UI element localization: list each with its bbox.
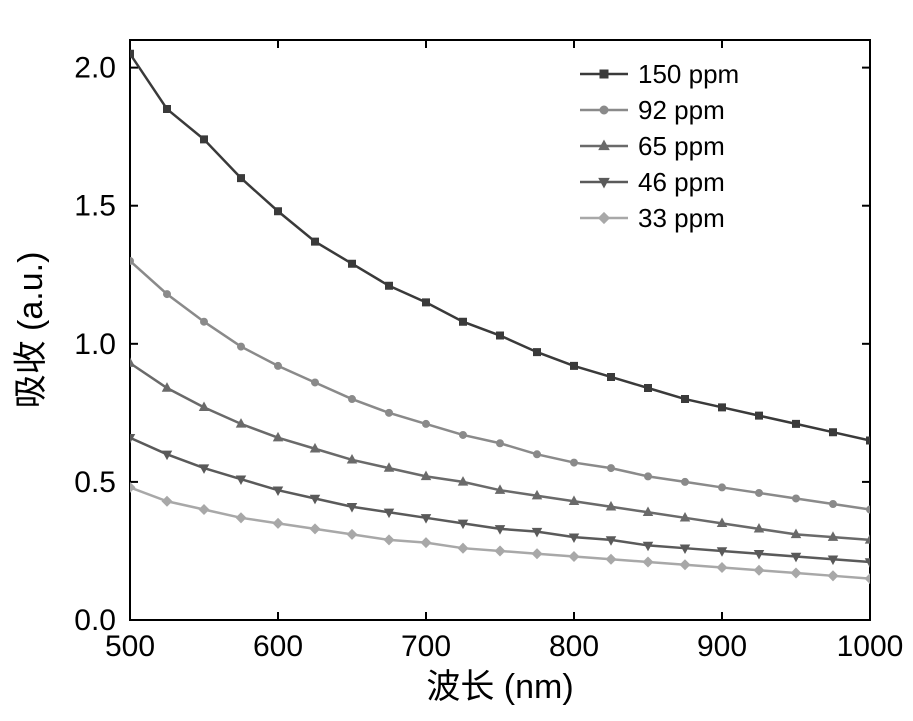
chart-svg: 50060070080090010000.00.51.01.52.0波长 (nm… [0,0,913,721]
y-tick-label: 0.0 [74,604,116,637]
x-tick-label: 900 [697,630,747,663]
y-tick-label: 2.0 [74,52,116,85]
x-tick-label: 800 [549,630,599,663]
legend-label: 65 ppm [638,131,725,161]
x-axis-label: 波长 (nm) [426,668,573,706]
y-tick-label: 0.5 [74,466,116,499]
x-tick-label: 600 [253,630,303,663]
series-line [130,261,870,510]
chart-container: 50060070080090010000.00.51.01.52.0波长 (nm… [0,0,913,721]
legend-label: 92 ppm [638,95,725,125]
legend-label: 46 ppm [638,167,725,197]
legend-label: 150 ppm [638,59,739,89]
y-tick-label: 1.0 [74,328,116,361]
y-tick-label: 1.5 [74,190,116,223]
x-tick-label: 700 [401,630,451,663]
x-tick-label: 1000 [837,630,904,663]
y-axis-label: 吸收 (a.u.) [12,252,50,409]
legend-label: 33 ppm [638,203,725,233]
series-line [130,54,870,441]
series-line [130,438,870,562]
